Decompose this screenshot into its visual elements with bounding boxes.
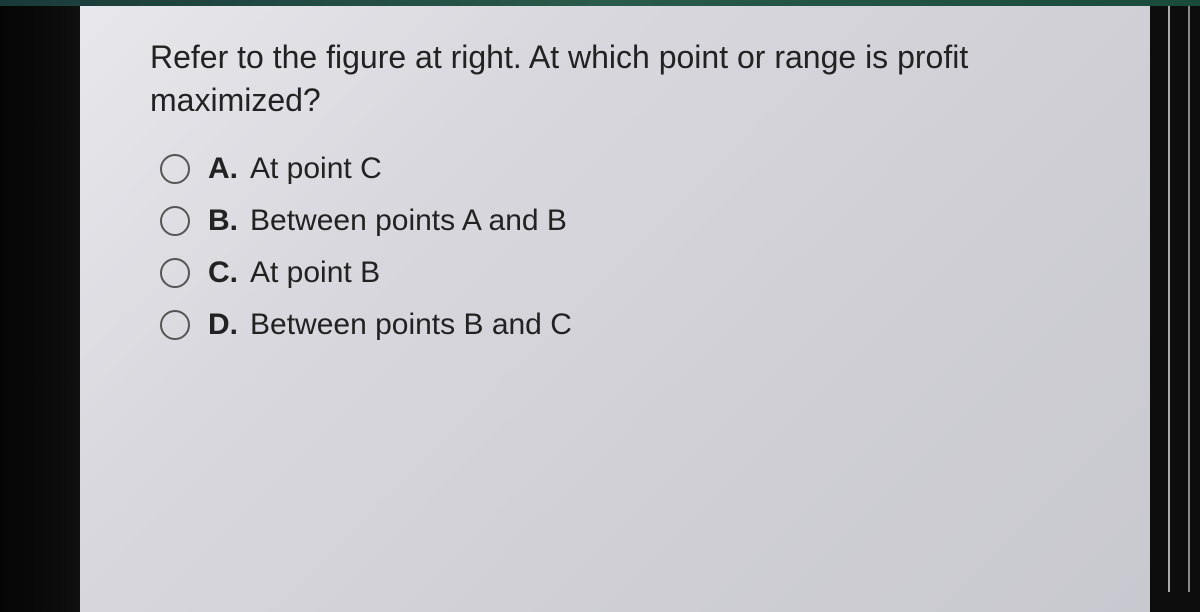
screen: Refer to the figure at right. At which p… bbox=[0, 0, 1200, 612]
right-divider bbox=[1168, 6, 1170, 592]
option-letter: C. bbox=[208, 256, 250, 290]
option-text: At point C bbox=[250, 152, 382, 186]
radio-icon[interactable] bbox=[160, 310, 190, 340]
radio-icon[interactable] bbox=[160, 206, 190, 236]
option-a[interactable]: A. At point C bbox=[160, 152, 1080, 186]
option-text: At point B bbox=[250, 256, 380, 290]
option-letter: D. bbox=[208, 308, 250, 342]
option-text: Between points A and B bbox=[250, 204, 567, 238]
option-letter: A. bbox=[208, 152, 250, 186]
question-prompt: Refer to the figure at right. At which p… bbox=[150, 36, 1080, 122]
right-divider-2 bbox=[1188, 6, 1190, 592]
radio-icon[interactable] bbox=[160, 154, 190, 184]
option-d[interactable]: D. Between points B and C bbox=[160, 308, 1080, 342]
option-c[interactable]: C. At point B bbox=[160, 256, 1080, 290]
option-b[interactable]: B. Between points A and B bbox=[160, 204, 1080, 238]
question-panel: Refer to the figure at right. At which p… bbox=[80, 6, 1150, 612]
options-list: A. At point C B. Between points A and B … bbox=[160, 152, 1080, 342]
radio-icon[interactable] bbox=[160, 258, 190, 288]
option-text: Between points B and C bbox=[250, 308, 572, 342]
option-letter: B. bbox=[208, 204, 250, 238]
left-edge bbox=[0, 6, 80, 612]
